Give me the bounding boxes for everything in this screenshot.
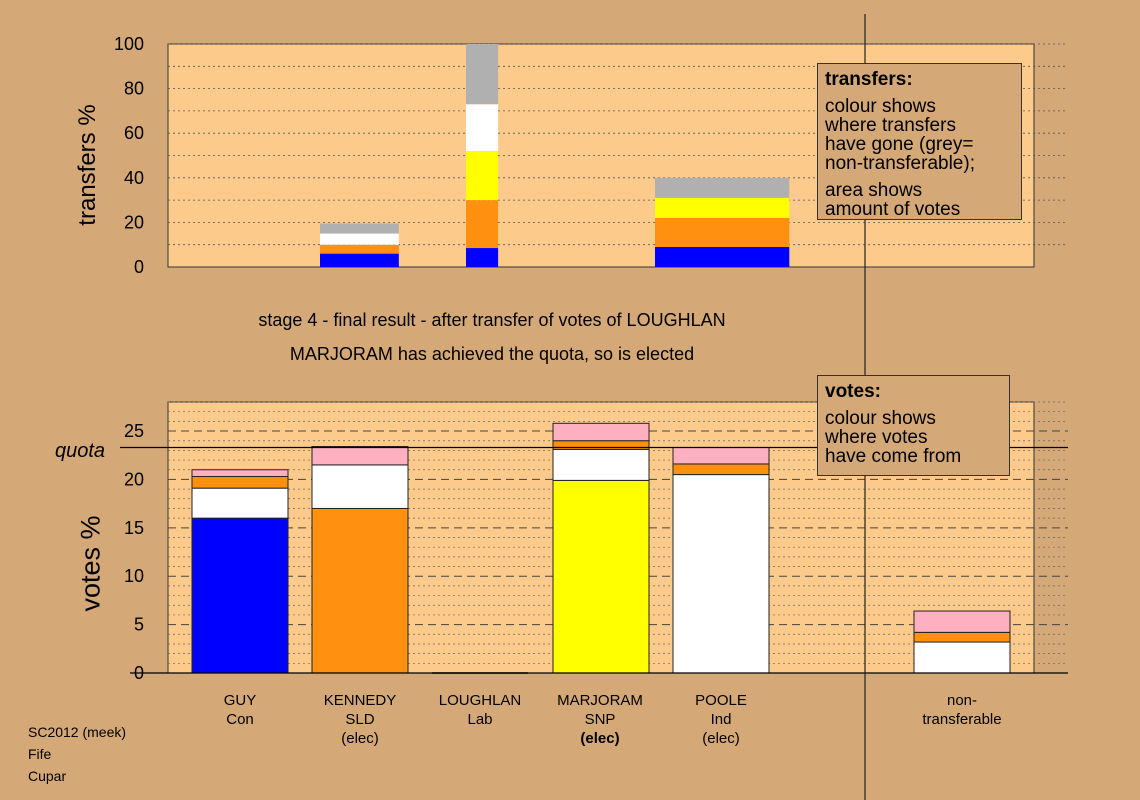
candidate-party: Con (226, 711, 254, 728)
candidate-name: POOLE (695, 692, 747, 709)
transfer-segment-sld (466, 200, 499, 249)
transfer-segment-snp (655, 197, 790, 218)
candidate-label-poole: POOLE Ind (elec) (661, 691, 781, 748)
y-tick-label: 40 (124, 168, 144, 188)
legend-line: area shows (825, 180, 923, 201)
vote-segment-lab (913, 610, 1011, 633)
y-tick-label: 10 (124, 566, 144, 586)
candidate-label-kennedy: KENNEDY SLD (elec) (300, 691, 420, 748)
y-tick-label: 20 (124, 469, 144, 489)
candidate-label-marjoram: MARJORAM SNP (elec) (540, 691, 660, 748)
candidate-status: (elec) (580, 730, 620, 747)
y-tick-label: 15 (124, 518, 144, 538)
vote-segment-sld (311, 507, 409, 674)
candidate-status: (elec) (702, 730, 740, 747)
legend-line: have gone (grey= (825, 134, 974, 155)
legend-line: where votes (825, 427, 928, 448)
votes-legend: votes: colour shows where votes have com… (817, 375, 1010, 476)
candidate-party: Ind (710, 711, 732, 728)
vote-segment-ind (552, 448, 650, 481)
candidate-label-guy: GUY Con (180, 691, 300, 729)
candidate-label-nontransferable: non- transferable (902, 691, 1022, 729)
vote-segment-lab (552, 422, 650, 442)
candidate-label-loughlan: LOUGHLAN Lab (420, 691, 540, 729)
vote-segment-sld (672, 463, 770, 476)
transfer-segment-nontransferable (466, 44, 499, 105)
candidate-name: LOUGHLAN (438, 692, 522, 709)
candidate-name: MARJORAM (557, 692, 643, 709)
y-tick-label: 60 (124, 123, 144, 143)
transfer-segment-sld (320, 244, 399, 254)
transfer-segment-snp (466, 151, 499, 201)
vote-segment-lab (311, 446, 409, 466)
footer-line: SC2012 (meek) (28, 724, 127, 740)
vote-segment-snp (552, 479, 650, 674)
candidate-party: SNP (584, 711, 616, 728)
result-caption: MARJORAM has achieved the quota, so is e… (289, 344, 695, 364)
candidate-name: GUY (223, 692, 257, 709)
transfers-legend: transfers: colour shows where transfers … (817, 63, 1022, 220)
vote-segment-sld (191, 476, 289, 489)
legend-line: non-transferable); (825, 153, 975, 174)
legend-line: colour shows (825, 96, 936, 117)
vote-segment-ind (311, 464, 409, 509)
candidate-party: SLD (345, 711, 375, 728)
votes-legend-title: votes: (825, 381, 881, 402)
footer: SC2012 (meek) Fife Cupar (28, 721, 126, 787)
y-tick-label: 5 (134, 615, 144, 635)
legend-line: amount of votes (825, 199, 961, 220)
candidate-party: Lab (467, 711, 493, 728)
transfer-segment-ind (320, 233, 399, 245)
candidate-party: transferable (922, 711, 1002, 728)
candidate-name: non- (946, 692, 978, 709)
transfer-segment-con (655, 246, 790, 267)
vote-segment-sld (552, 440, 650, 450)
vote-segment-ind (191, 487, 289, 519)
transfers-y-axis-label: transfers % (74, 104, 101, 226)
legend-line: colour shows (825, 408, 936, 429)
vote-segment-con (191, 517, 289, 674)
y-tick-label: 80 (124, 79, 144, 99)
transfer-segment-nontransferable (655, 177, 790, 198)
y-tick-label: 100 (114, 34, 144, 54)
transfers-legend-title: transfers: (825, 69, 913, 90)
vote-segment-ind (672, 474, 770, 674)
vote-segment-lab (672, 446, 770, 465)
stage-caption: stage 4 - final result - after transfer … (258, 310, 726, 330)
vote-segment-ind (913, 641, 1011, 674)
y-tick-label: 25 (124, 421, 144, 441)
footer-line: Cupar (28, 768, 67, 784)
votes-y-axis-label: votes % (75, 515, 106, 612)
candidate-name: KENNEDY (323, 692, 397, 709)
transfer-segment-nontransferable (320, 223, 399, 234)
footer-line: Fife (28, 746, 52, 762)
legend-line: where transfers (825, 115, 956, 136)
legend-line: have come from (825, 446, 962, 467)
candidate-status: (elec) (341, 730, 379, 747)
transfer-segment-con (466, 248, 499, 267)
y-tick-label: 0 (134, 257, 144, 277)
transfer-segment-ind (466, 104, 499, 152)
y-tick-label: 20 (124, 212, 144, 232)
transfer-segment-sld (655, 217, 790, 247)
vote-segment-lab (191, 469, 289, 478)
quota-label: quota (55, 440, 106, 462)
transfer-segment-con (320, 253, 399, 267)
vote-segment-sld (913, 631, 1011, 643)
